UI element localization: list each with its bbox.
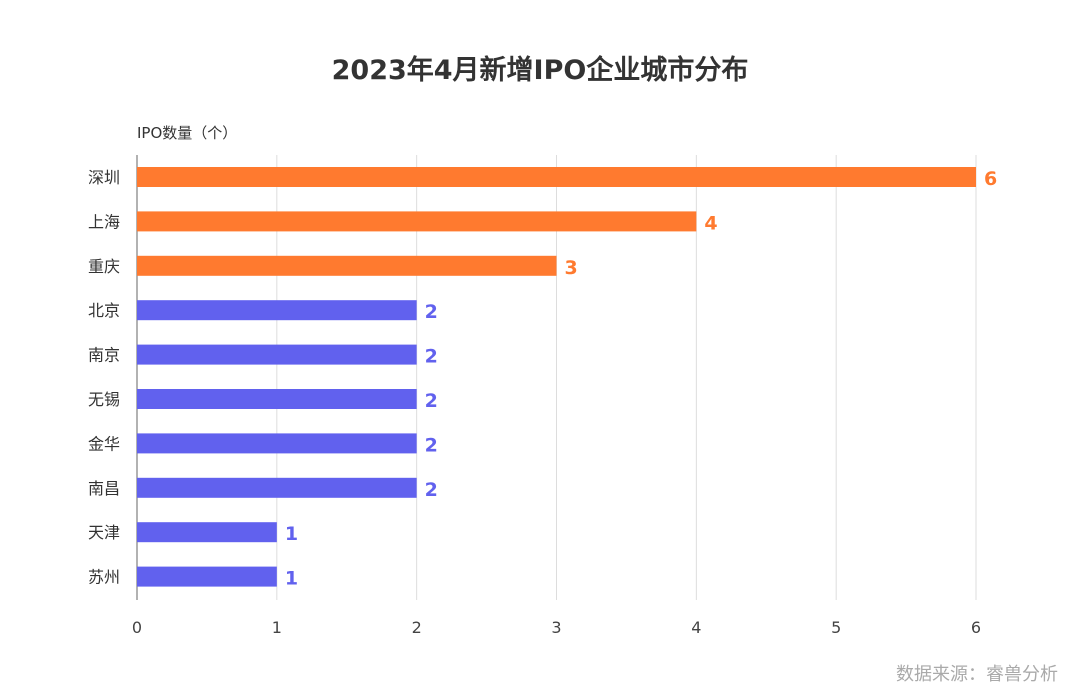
y-category-label: 金华 xyxy=(88,434,120,453)
y-category-label: 苏州 xyxy=(88,568,120,587)
axis-unit-label: IPO数量（个） xyxy=(137,124,238,142)
data-label: 3 xyxy=(565,257,578,279)
x-tick-label: 3 xyxy=(551,618,561,637)
x-tick-label: 0 xyxy=(132,618,142,637)
bar xyxy=(137,433,417,454)
x-tick-label: 2 xyxy=(412,618,422,637)
y-category-label: 北京 xyxy=(88,301,120,320)
x-tick-label: 4 xyxy=(691,618,701,637)
x-tick-label: 6 xyxy=(971,618,981,637)
data-label: 6 xyxy=(984,168,997,190)
bar xyxy=(137,389,417,409)
bar xyxy=(137,300,417,321)
bar xyxy=(137,167,976,187)
bar xyxy=(137,522,277,543)
data-label: 2 xyxy=(425,390,438,412)
y-category-label: 重庆 xyxy=(88,257,120,276)
chart-title: 2023年4月新增IPO企业城市分布 xyxy=(331,55,749,86)
data-label: 2 xyxy=(425,301,438,323)
bar xyxy=(137,477,417,498)
bar xyxy=(137,255,557,276)
bar xyxy=(137,566,277,587)
data-label: 1 xyxy=(285,523,298,545)
data-label: 4 xyxy=(704,212,717,234)
x-tick-label: 5 xyxy=(831,618,841,637)
y-category-label: 南昌 xyxy=(88,479,120,498)
y-category-label: 南京 xyxy=(88,346,120,365)
bar xyxy=(137,211,697,232)
y-category-label: 深圳 xyxy=(88,168,120,187)
data-label: 1 xyxy=(285,568,298,590)
data-label: 2 xyxy=(425,346,438,368)
bar xyxy=(137,344,417,365)
x-tick-label: 1 xyxy=(272,618,282,637)
data-label: 2 xyxy=(425,434,438,456)
y-category-label: 无锡 xyxy=(88,390,120,409)
source-note: 数据来源：睿兽分析 xyxy=(896,664,1058,685)
data-label: 2 xyxy=(425,479,438,501)
y-category-label: 天津 xyxy=(88,523,120,542)
y-category-label: 上海 xyxy=(88,212,120,231)
